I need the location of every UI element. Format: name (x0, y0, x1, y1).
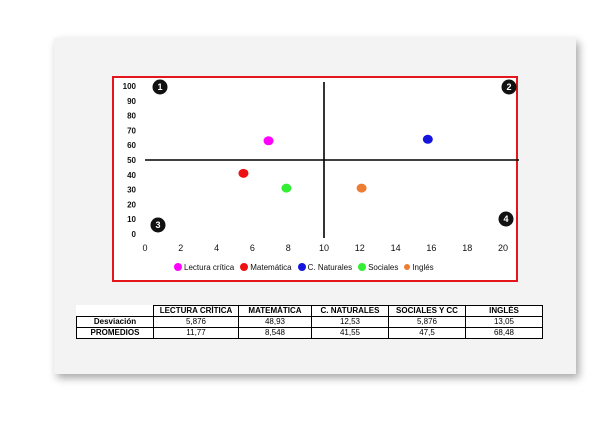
x-tick-label: 14 (391, 243, 401, 253)
quadrant-number: 4 (503, 214, 508, 224)
legend-label: Sociales (368, 262, 399, 272)
legend-swatch (358, 263, 367, 271)
table-header: INGLÉS (465, 305, 543, 317)
quadrant-badge-1 (152, 79, 168, 95)
x-tick-label: 16 (426, 243, 436, 253)
legend-item: Matemática (240, 262, 292, 272)
table-cell: 13,05 (465, 316, 543, 328)
row-label: PROMEDIOS (76, 327, 154, 339)
y-tick-label: 10 (127, 215, 136, 224)
chart-legend: Lectura crítica Matemática C. Naturales Soc… (174, 261, 474, 273)
y-tick-label: 0 (132, 230, 137, 239)
quadrant-number: 2 (506, 82, 511, 92)
table-header: MATEMÁTICA (238, 305, 312, 317)
y-tick-label: 40 (127, 171, 136, 180)
legend-item: C. Naturales (297, 262, 353, 272)
table-row: PROMEDIOS 11,77 8,548 41,55 47,5 68,48 (76, 327, 543, 339)
table-cell: 5,876 (388, 316, 466, 328)
legend-swatch (404, 264, 411, 270)
legend-label: C. Naturales (307, 262, 353, 272)
legend-swatch (297, 263, 306, 271)
row-label: Desviación (76, 316, 154, 328)
x-tick-label: 20 (498, 243, 508, 253)
y-tick-label: 60 (127, 141, 136, 150)
legend-label: Lectura crítica (184, 262, 235, 272)
y-tick-label: 20 (127, 200, 136, 209)
y-tick-label: 100 (123, 82, 137, 91)
data-point (238, 168, 249, 178)
y-tick-label: 70 (127, 126, 136, 135)
x-tick-label: 10 (319, 243, 329, 253)
data-point (422, 134, 433, 144)
quadrant-badge-4 (498, 211, 514, 227)
quadrant-number: 3 (155, 220, 160, 230)
data-point (281, 183, 292, 193)
table-header: C. NATURALES (311, 305, 389, 317)
stats-table: LECTURA CRÍTICA MATEMÁTICA C. NATURALES … (76, 305, 543, 339)
x-tick-label: 2 (178, 243, 183, 253)
table-cell: 8,548 (238, 327, 312, 339)
y-tick-label: 50 (127, 156, 136, 165)
table-corner-cell (77, 306, 154, 317)
table-cell: 48,93 (238, 316, 312, 328)
table-header: LECTURA CRÍTICA (153, 305, 239, 317)
quadrant-number: 1 (157, 82, 162, 92)
x-tick-label: 6 (250, 243, 255, 253)
y-tick-label: 90 (127, 97, 136, 106)
table-header: SOCIALES Y CC (388, 305, 466, 317)
legend-item: Sociales (358, 263, 398, 272)
data-point (356, 183, 367, 193)
table-cell: 5,876 (153, 316, 239, 328)
y-tick-label: 80 (127, 112, 136, 121)
legend-label: Matemática (250, 262, 292, 272)
table-row: Desviación 5,876 48,93 12,53 5,876 13,05 (76, 316, 543, 328)
x-tick-label: 12 (355, 243, 365, 253)
data-point (263, 136, 274, 146)
table-cell: 41,55 (311, 327, 389, 339)
table-cell: 47,5 (388, 327, 466, 339)
x-tick-label: 0 (142, 243, 147, 253)
legend-item: Inglés (404, 262, 434, 272)
x-tick-label: 4 (214, 243, 219, 253)
quadrant-badge-3 (150, 217, 166, 233)
legend-item: Lectura crítica (174, 263, 234, 272)
table-header-row: LECTURA CRÍTICA MATEMÁTICA C. NATURALES … (77, 305, 543, 317)
chart-frame (112, 76, 518, 282)
table-cell: 12,53 (311, 316, 389, 328)
table-cell: 68,48 (465, 327, 543, 339)
legend-swatch (240, 263, 249, 271)
quadrant-badge-2 (501, 79, 517, 95)
x-tick-label: 18 (462, 243, 472, 253)
table-cell: 11,77 (153, 327, 239, 339)
legend-swatch (174, 263, 182, 271)
x-tick-label: 8 (286, 243, 291, 253)
y-tick-label: 30 (127, 186, 136, 195)
legend-label: Inglés (412, 262, 434, 272)
